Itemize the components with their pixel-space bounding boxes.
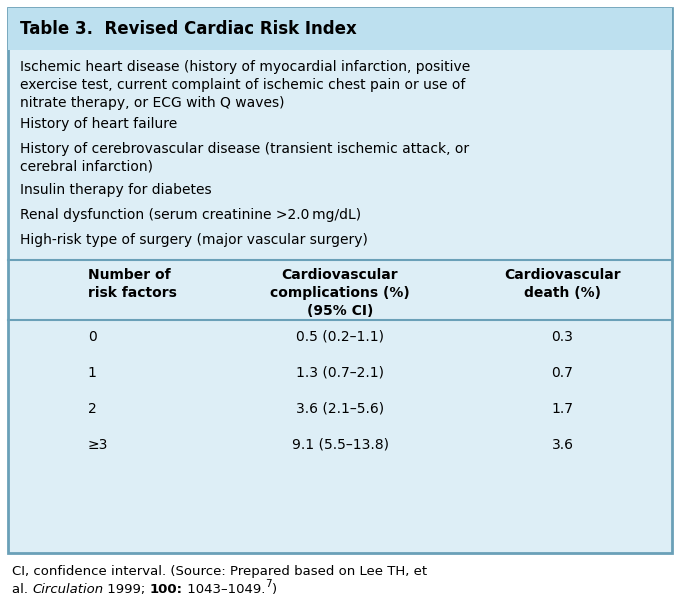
Text: al.: al. xyxy=(12,583,32,596)
Text: 3.6 (2.1–5.6): 3.6 (2.1–5.6) xyxy=(296,402,384,416)
Text: Cardiovascular
death (%): Cardiovascular death (%) xyxy=(504,268,621,300)
Text: Cardiovascular
complications (%)
(95% CI): Cardiovascular complications (%) (95% CI… xyxy=(270,268,410,318)
Text: Ischemic heart disease (history of myocardial infarction, positive
exercise test: Ischemic heart disease (history of myoca… xyxy=(20,60,471,110)
Text: 0.7: 0.7 xyxy=(551,366,573,380)
Text: Table 3.  Revised Cardiac Risk Index: Table 3. Revised Cardiac Risk Index xyxy=(20,20,357,38)
Text: 1.7: 1.7 xyxy=(551,402,573,416)
Text: 100:: 100: xyxy=(150,583,183,596)
Bar xyxy=(8,8,672,553)
Text: Number of
risk factors: Number of risk factors xyxy=(88,268,177,300)
Text: 9.1 (5.5–13.8): 9.1 (5.5–13.8) xyxy=(292,438,388,452)
Text: 1: 1 xyxy=(88,366,97,380)
Text: Circulation: Circulation xyxy=(32,583,103,596)
Text: History of cerebrovascular disease (transient ischemic attack, or
cerebral infar: History of cerebrovascular disease (tran… xyxy=(20,142,469,174)
Text: 7: 7 xyxy=(265,579,272,589)
Text: 0.3: 0.3 xyxy=(551,330,573,344)
Text: CI, confidence interval. (Source: Prepared based on Lee TH, et: CI, confidence interval. (Source: Prepar… xyxy=(12,565,427,578)
Bar xyxy=(8,8,672,50)
Text: 1999;: 1999; xyxy=(103,583,150,596)
Text: ): ) xyxy=(272,583,277,596)
Text: 1.3 (0.7–2.1): 1.3 (0.7–2.1) xyxy=(296,366,384,380)
Text: Renal dysfunction (serum creatinine >2.0 mg/dL): Renal dysfunction (serum creatinine >2.0… xyxy=(20,208,361,222)
Text: 0: 0 xyxy=(88,330,97,344)
Text: High-risk type of surgery (major vascular surgery): High-risk type of surgery (major vascula… xyxy=(20,233,368,247)
Text: 0.5 (0.2–1.1): 0.5 (0.2–1.1) xyxy=(296,330,384,344)
Text: 3.6: 3.6 xyxy=(551,438,573,452)
Text: 2: 2 xyxy=(88,402,97,416)
Text: Insulin therapy for diabetes: Insulin therapy for diabetes xyxy=(20,183,211,197)
Text: ≥3: ≥3 xyxy=(88,438,108,452)
Text: History of heart failure: History of heart failure xyxy=(20,117,177,131)
Text: 1043–1049.: 1043–1049. xyxy=(183,583,265,596)
